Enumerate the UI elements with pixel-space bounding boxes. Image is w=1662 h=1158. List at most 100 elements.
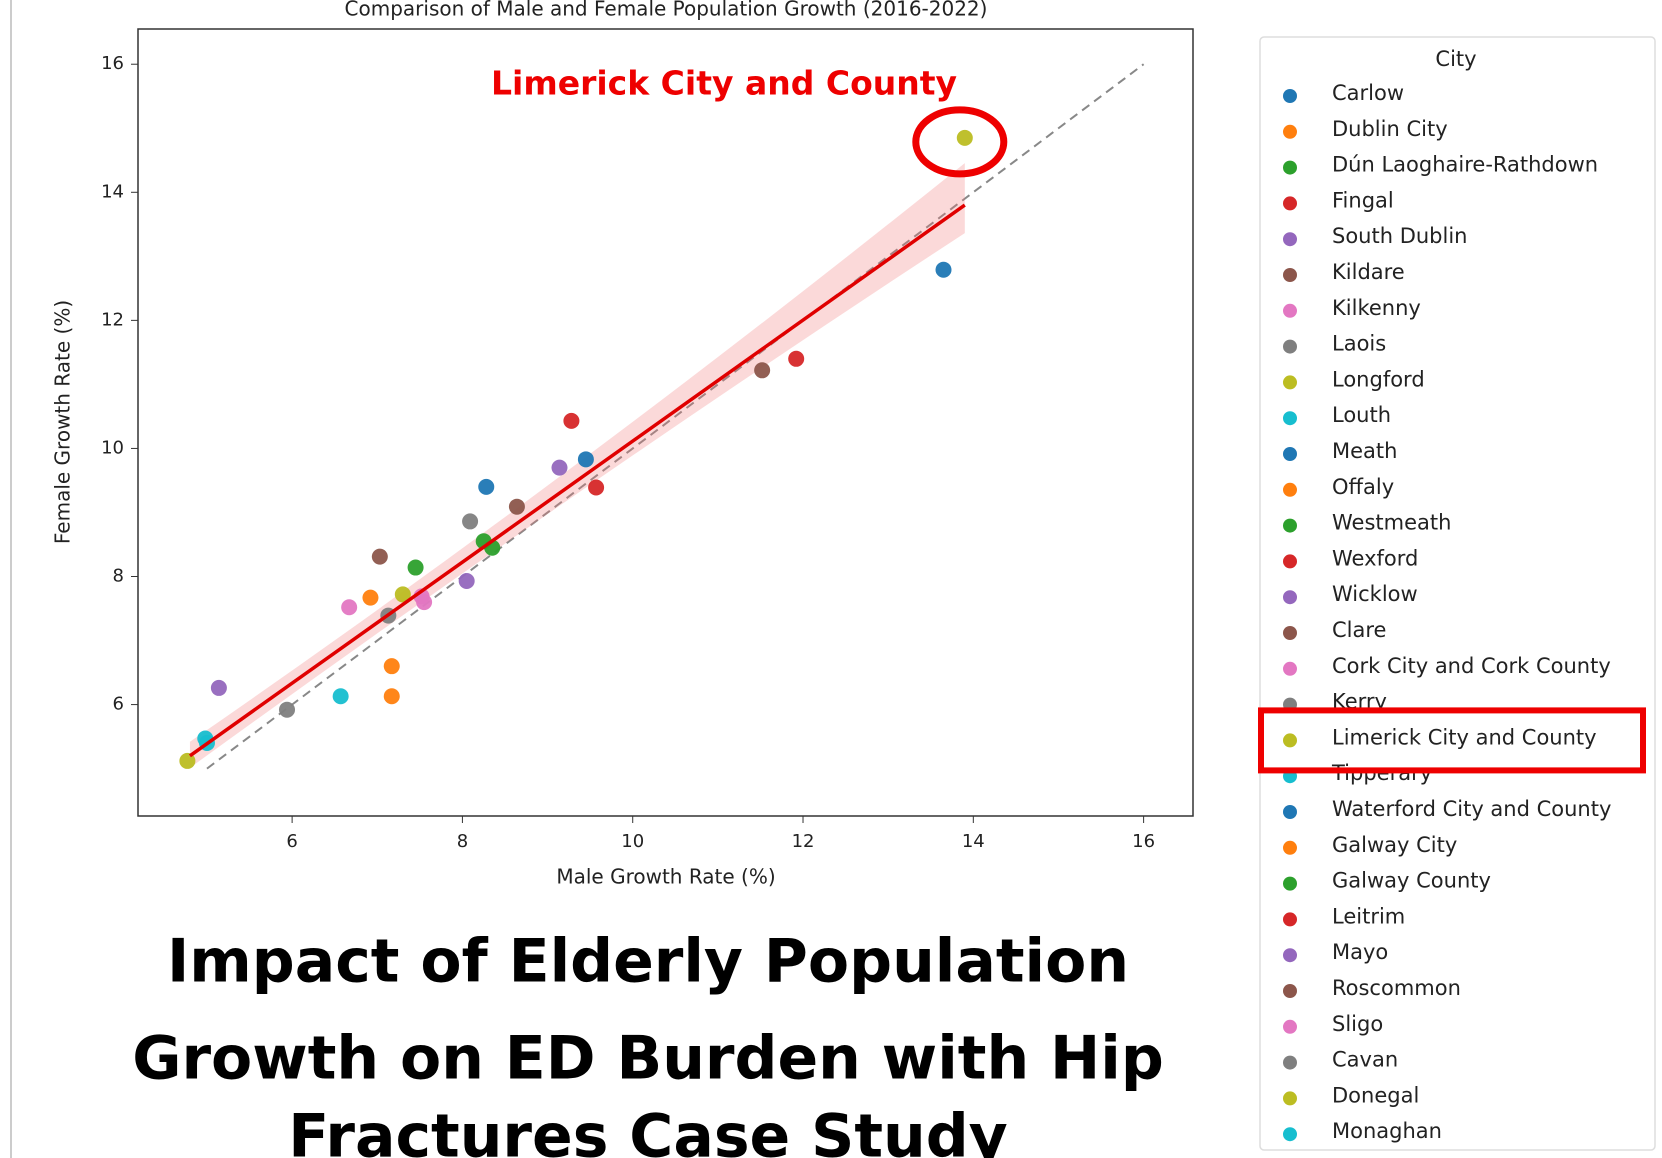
legend-marker <box>1283 89 1297 103</box>
legend-marker <box>1283 840 1297 855</box>
legend-marker <box>1283 124 1297 139</box>
scatter-point <box>478 478 495 495</box>
legend-label: Clare <box>1332 618 1386 642</box>
legend-marker <box>1283 482 1297 497</box>
scatter-point <box>179 752 196 769</box>
slide-title-line: Fractures Case Study <box>288 1102 1008 1158</box>
scatter-point <box>362 589 379 606</box>
legend-marker <box>1283 232 1297 247</box>
legend-label: Offaly <box>1332 475 1394 499</box>
legend-label: Kilkenny <box>1332 296 1421 320</box>
legend-label: Galway County <box>1332 869 1491 893</box>
legend-label: Meath <box>1332 439 1397 463</box>
legend-label: Louth <box>1332 403 1391 427</box>
legend-title: City <box>1435 47 1476 71</box>
legend-label: Donegal <box>1332 1083 1419 1107</box>
legend-label: Monaghan <box>1332 1119 1442 1143</box>
legend-marker <box>1283 876 1297 891</box>
legend-label: Mayo <box>1332 940 1388 964</box>
legend-marker <box>1283 948 1297 963</box>
x-tick-label: 10 <box>621 831 644 852</box>
y-tick-label: 12 <box>101 309 124 330</box>
legend-label: Sligo <box>1332 1012 1383 1036</box>
scatter-point <box>383 688 400 705</box>
annotation: Limerick City and County <box>491 64 957 103</box>
legend-label: Carlow <box>1332 81 1404 105</box>
slide-title-line: Impact of Elderly Population <box>167 927 1129 997</box>
legend-marker <box>1283 1091 1297 1106</box>
scatter-point <box>577 451 594 468</box>
legend-label: Limerick City and County <box>1332 725 1597 749</box>
legend-label: South Dublin <box>1332 224 1468 248</box>
legend-label: Wexford <box>1332 546 1418 570</box>
legend-marker <box>1283 733 1297 748</box>
legend-highlight <box>1258 707 1646 774</box>
scatter-point <box>588 479 605 496</box>
legend-marker <box>1283 1055 1297 1070</box>
scatter-point <box>462 513 479 530</box>
y-axis-label: Female Growth Rate (%) <box>51 300 75 544</box>
legend-label: Waterford City and County <box>1332 797 1611 821</box>
legend-marker <box>1283 447 1297 461</box>
scatter-point <box>371 548 388 565</box>
legend-label: Fingal <box>1332 188 1394 212</box>
legend-marker <box>1283 1019 1297 1034</box>
legend-marker <box>1283 984 1297 998</box>
legend-box <box>1259 36 1656 1151</box>
legend-marker <box>1283 196 1297 211</box>
scatter-point <box>788 350 805 367</box>
scatter-point <box>279 701 296 718</box>
legend-label: Kildare <box>1332 260 1405 284</box>
legend-label: Leitrim <box>1332 904 1405 928</box>
legend-marker <box>1283 375 1297 390</box>
fit-line <box>188 203 966 758</box>
legend-marker <box>1283 411 1297 426</box>
x-axis-label: Male Growth Rate (%) <box>556 865 775 889</box>
legend-label: Roscommon <box>1332 976 1461 1000</box>
chart-title: Comparison of Male and Female Population… <box>345 0 988 21</box>
legend-label: Cork City and Cork County <box>1332 654 1611 678</box>
legend-marker <box>1283 554 1297 569</box>
legend-label: Longford <box>1332 367 1425 391</box>
x-tick-label: 14 <box>962 831 985 852</box>
scatter-point <box>508 498 525 515</box>
x-tick-label: 8 <box>457 831 468 852</box>
scatter-point <box>394 586 411 603</box>
identity-line <box>206 63 1145 770</box>
legend-marker <box>1283 339 1297 354</box>
legend-marker <box>1283 268 1297 282</box>
legend-label: Wicklow <box>1332 582 1418 606</box>
legend-marker <box>1283 518 1297 533</box>
x-tick-label: 16 <box>1132 831 1155 852</box>
legend-marker <box>1283 590 1297 605</box>
y-tick-label: 8 <box>113 566 124 587</box>
scatter-point <box>458 572 475 589</box>
legend-marker <box>1283 160 1297 175</box>
scatter-point <box>935 261 952 278</box>
y-tick-label: 6 <box>113 694 124 715</box>
scatter-point <box>407 559 424 576</box>
scatter-point <box>754 362 771 379</box>
slide-title-line: Growth on ED Burden with Hip <box>132 1024 1164 1094</box>
legend-label: Westmeath <box>1332 511 1451 535</box>
scatter-point <box>210 679 227 696</box>
legend-marker <box>1283 805 1297 819</box>
legend-label: Laois <box>1332 332 1386 356</box>
scatter-point <box>332 688 349 705</box>
legend-label: Cavan <box>1332 1048 1398 1072</box>
legend-marker <box>1283 912 1297 927</box>
legend-label: Dublin City <box>1332 117 1448 141</box>
x-tick-label: 6 <box>286 831 297 852</box>
scatter-point <box>341 599 358 616</box>
legend-label: Galway City <box>1332 833 1457 857</box>
legend-marker <box>1283 626 1297 640</box>
x-tick-label: 12 <box>792 831 815 852</box>
legend-marker <box>1283 303 1297 318</box>
y-tick-label: 14 <box>101 181 124 202</box>
scatter-point <box>563 412 580 429</box>
scatter-point <box>551 459 568 476</box>
scatter-point <box>383 658 400 675</box>
legend-marker <box>1283 661 1297 676</box>
